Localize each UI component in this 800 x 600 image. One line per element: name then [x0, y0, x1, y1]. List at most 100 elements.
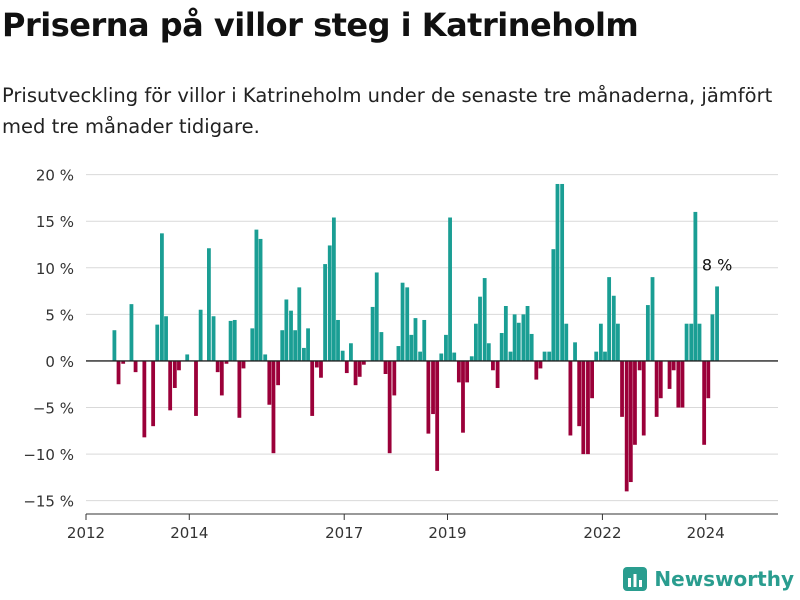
bar [620, 360, 624, 417]
chart-subtitle: Prisutveckling för villor i Katrineholm … [2, 84, 773, 138]
bar [155, 324, 160, 361]
bar [573, 342, 577, 361]
bar [624, 360, 629, 492]
bar [431, 360, 435, 415]
bar [344, 360, 349, 374]
bar [129, 304, 134, 361]
bar [224, 360, 229, 364]
bar [413, 318, 418, 361]
x-tick-label: 2024 [687, 524, 725, 542]
bar [697, 323, 702, 361]
bar [448, 217, 452, 361]
bar [383, 360, 388, 374]
bar [361, 360, 366, 365]
bar [353, 360, 358, 386]
y-tick-label: −5 % [33, 400, 74, 418]
bar [568, 360, 573, 436]
bar [314, 360, 319, 368]
bar [658, 360, 663, 399]
brand-name: Newsworthy [654, 567, 794, 591]
bar [512, 314, 517, 361]
bar-chart-icon [623, 567, 648, 591]
bar [177, 360, 181, 371]
bars [112, 183, 719, 492]
bar [516, 322, 521, 361]
bar [715, 286, 719, 361]
bar [194, 360, 198, 416]
y-tick-label: 20 % [36, 167, 74, 185]
bar [418, 351, 423, 361]
bar [684, 323, 689, 361]
bar [392, 360, 397, 396]
bar [577, 360, 582, 427]
bar [525, 306, 530, 361]
bar [486, 343, 491, 361]
bar [276, 360, 281, 386]
bar [198, 309, 203, 361]
bar [547, 351, 552, 361]
bar [641, 360, 646, 436]
x-axis: 2012 2014 2017 2019 2022 2024 [67, 360, 778, 542]
bar [396, 346, 401, 361]
bar [555, 183, 560, 361]
bar [327, 245, 332, 361]
bar [241, 360, 246, 369]
bar [116, 360, 121, 385]
bar [503, 306, 508, 361]
bar [680, 360, 685, 408]
bar [465, 360, 470, 383]
bar [495, 360, 500, 388]
bar [452, 352, 457, 361]
bar [633, 360, 637, 445]
bar [323, 264, 328, 361]
gridlines [86, 174, 778, 502]
bar [607, 277, 612, 361]
bar [405, 287, 410, 361]
bar [444, 334, 448, 361]
y-tick-label: 10 % [36, 260, 74, 278]
y-tick-label: 15 % [36, 213, 74, 231]
bar [702, 360, 707, 445]
x-tick-label: 2019 [428, 524, 466, 542]
bar [379, 332, 384, 361]
bar [151, 360, 156, 427]
annotations: 8 % [702, 255, 732, 274]
bar [586, 360, 590, 455]
chart-title: Priserna på villor steg i Katrineholm [2, 6, 639, 44]
bar [439, 353, 444, 361]
y-tick-label: −10 % [23, 446, 74, 464]
bar [693, 211, 698, 361]
bar [667, 360, 672, 389]
bar [435, 360, 440, 471]
newsworthy-logo: Newsworthy [622, 566, 794, 592]
x-tick-label: 2012 [67, 524, 105, 542]
bar [237, 360, 242, 418]
bar [232, 319, 237, 361]
bar [603, 351, 607, 361]
bar [499, 333, 504, 361]
bar [219, 360, 224, 396]
bar [357, 360, 362, 377]
x-tick-label: 2014 [170, 524, 208, 542]
bar [387, 360, 392, 454]
bar [551, 249, 556, 361]
bar [310, 360, 315, 416]
bar [164, 316, 168, 361]
bar [598, 323, 603, 361]
bar [521, 314, 526, 361]
bar [676, 360, 681, 408]
bar [271, 360, 276, 454]
x-tick-label: 2022 [583, 524, 621, 542]
bar [331, 217, 336, 361]
bar [319, 360, 323, 378]
bar [340, 350, 345, 361]
bar [142, 360, 147, 438]
bar [289, 310, 293, 361]
bar [645, 305, 650, 361]
bar [306, 328, 310, 361]
bar [469, 356, 474, 361]
bar [650, 277, 655, 361]
bar [706, 360, 711, 399]
bar [374, 272, 379, 361]
bar [616, 323, 620, 361]
